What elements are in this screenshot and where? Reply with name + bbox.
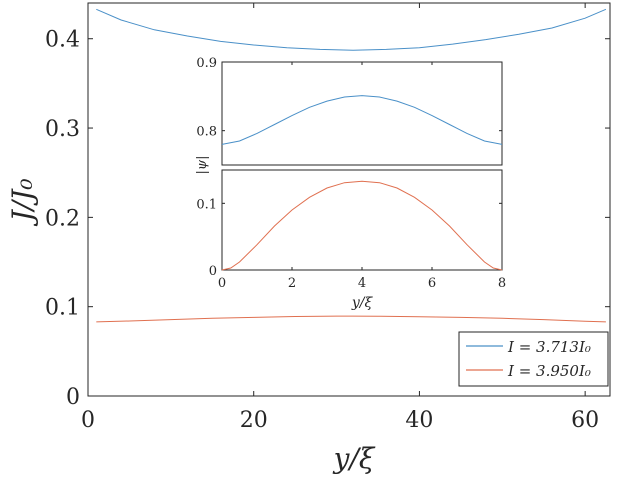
inset-y-ticks: 0.8 0.9 0 0.1 <box>196 56 502 279</box>
main-x-ticks: 0 20 40 60 <box>81 3 599 433</box>
inset-lower-y-tick-label: 0.1 <box>196 197 217 212</box>
main-series <box>96 8 607 323</box>
main-y-tick-label: 0.2 <box>45 206 80 231</box>
inset-y-axis-label: |ψ| <box>195 156 210 175</box>
main-y-tick-label: 0.3 <box>45 117 80 142</box>
inset-upper-y-tick-label: 0.8 <box>196 125 217 140</box>
main-plot-frame <box>87 2 611 397</box>
main-y-ticks: 0 0.1 0.2 0.3 0.4 <box>45 28 610 410</box>
inset-background <box>222 62 502 270</box>
main-y-tick-label: 0.4 <box>45 28 80 53</box>
inset-x-tick-label: 8 <box>498 276 506 291</box>
inset-series-line-1 <box>221 95 503 145</box>
inset-lower-y-tick-label: 0 <box>209 264 217 279</box>
main-x-tick-label: 60 <box>571 408 599 433</box>
main-x-tick-label: 0 <box>81 408 95 433</box>
inset-x-tick-label: 4 <box>358 276 366 291</box>
main-axes: 0 20 40 60 00.10.20.30.4 y/ξ J/J₀ <box>6 2 611 475</box>
inset-axes: 0 2 4 6 8 0.8 0.9 0 0.1 y/ξ |ψ| <box>195 56 506 311</box>
main-x-tick-label: 40 <box>405 408 433 433</box>
legend: I = 3.713I₀ I = 3.950I₀ <box>458 331 609 387</box>
main-y-tick-label: 0 <box>66 385 80 410</box>
inset-x-tick-label: 6 <box>428 276 436 291</box>
inset-x-tick-label: 2 <box>288 276 296 291</box>
legend-box <box>458 331 609 387</box>
main-series-line-2 <box>96 315 606 323</box>
main-y-axis-label: J/J₀ <box>6 178 39 226</box>
main-series-line-1 <box>96 8 607 51</box>
inset-x-axis-label: y/ξ <box>351 295 374 311</box>
main-y-tick-label: 0.1 <box>45 296 80 321</box>
main-x-axis-label: y/ξ <box>332 442 376 475</box>
main-x-tick-label: 20 <box>240 408 268 433</box>
inset-upper-y-tick-label: 0.9 <box>196 56 217 71</box>
legend-label-series-1: I = 3.713I₀ <box>507 338 591 356</box>
legend-label-series-2: I = 3.950I₀ <box>507 362 591 380</box>
inset-series <box>221 95 503 271</box>
inset-x-tick-label: 0 <box>218 276 226 291</box>
inset-series-line-2 <box>221 180 503 271</box>
